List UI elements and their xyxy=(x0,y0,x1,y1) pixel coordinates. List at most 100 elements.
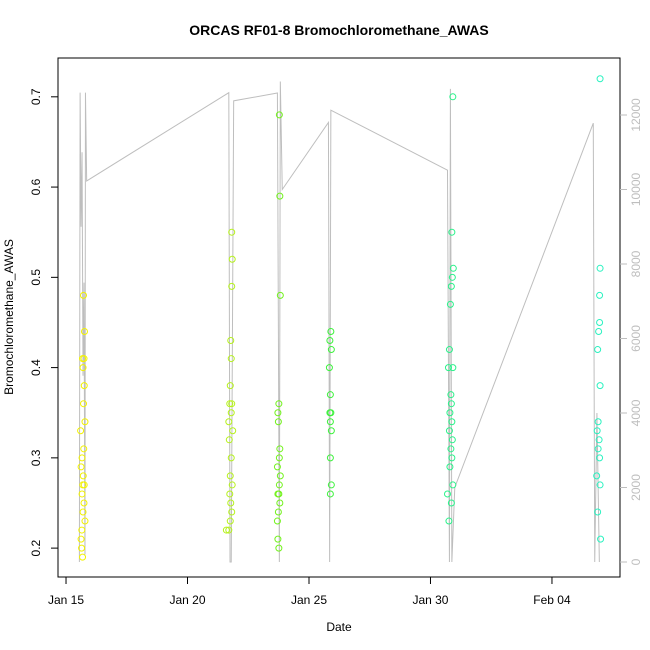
point xyxy=(80,291,88,299)
point xyxy=(449,93,457,101)
point xyxy=(78,526,86,534)
point xyxy=(447,499,455,507)
point xyxy=(222,526,230,534)
point xyxy=(446,300,454,308)
y-tick-label: 0.4 xyxy=(29,359,43,376)
y-tick-label: 0.2 xyxy=(29,539,43,556)
point xyxy=(593,427,601,435)
point xyxy=(596,481,604,489)
point xyxy=(595,327,603,335)
x-tick-label: Feb 04 xyxy=(533,593,571,607)
point xyxy=(448,436,456,444)
point xyxy=(275,111,283,119)
point xyxy=(80,400,88,408)
point xyxy=(274,535,282,543)
point xyxy=(80,481,88,489)
point xyxy=(326,337,334,345)
y2-tick-label: 2000 xyxy=(629,474,643,501)
point xyxy=(449,264,457,272)
point xyxy=(228,400,236,408)
point xyxy=(79,472,87,480)
y-tick-label: 0.5 xyxy=(29,269,43,286)
y2-tick-label: 8000 xyxy=(629,250,643,277)
point xyxy=(80,327,88,335)
point xyxy=(593,472,601,480)
chart-title: ORCAS RF01-8 Bromochloromethane_AWAS xyxy=(189,22,489,38)
y-tick-label: 0.6 xyxy=(29,178,43,195)
point xyxy=(446,463,454,471)
point xyxy=(596,454,604,462)
point xyxy=(274,418,282,426)
point xyxy=(78,544,86,552)
point xyxy=(226,400,234,408)
point xyxy=(273,463,281,471)
point xyxy=(226,517,234,525)
point xyxy=(443,490,451,498)
altitude-line xyxy=(78,81,600,563)
point xyxy=(80,382,88,390)
point xyxy=(228,481,236,489)
x-tick-label: Jan 15 xyxy=(48,593,84,607)
point xyxy=(596,75,604,83)
point xyxy=(80,445,88,453)
point xyxy=(274,409,282,417)
point xyxy=(81,517,89,525)
point xyxy=(227,337,235,345)
point xyxy=(227,454,235,462)
point xyxy=(445,427,453,435)
point xyxy=(227,355,235,363)
point xyxy=(595,436,603,444)
point xyxy=(325,364,333,372)
point xyxy=(327,346,335,354)
point xyxy=(79,364,87,372)
point xyxy=(79,508,87,516)
point xyxy=(225,436,233,444)
point xyxy=(326,418,334,426)
point xyxy=(228,508,236,516)
point xyxy=(449,481,457,489)
point xyxy=(228,282,236,290)
point xyxy=(326,391,334,399)
x-tick-label: Jan 20 xyxy=(169,593,205,607)
point xyxy=(594,418,602,426)
y2-tick-label: 10000 xyxy=(629,172,643,206)
point xyxy=(448,228,456,236)
point xyxy=(445,517,453,525)
x-axis-label: Date xyxy=(326,620,352,634)
point xyxy=(597,535,605,543)
point xyxy=(78,454,86,462)
point xyxy=(276,472,284,480)
point xyxy=(447,391,455,399)
point xyxy=(449,364,457,372)
point xyxy=(228,228,236,236)
y-tick-label: 0.7 xyxy=(29,88,43,105)
point xyxy=(447,282,455,290)
point xyxy=(327,481,335,489)
point xyxy=(226,382,234,390)
point xyxy=(447,400,455,408)
point xyxy=(226,490,234,498)
x-tick-label: Jan 25 xyxy=(291,593,327,607)
point xyxy=(81,418,89,426)
point xyxy=(77,463,85,471)
point xyxy=(594,346,602,354)
point xyxy=(77,427,85,435)
point xyxy=(448,454,456,462)
point xyxy=(77,535,85,543)
point xyxy=(447,445,455,453)
point xyxy=(227,499,235,507)
point xyxy=(448,273,456,281)
point xyxy=(326,490,334,498)
point xyxy=(79,553,87,561)
point xyxy=(596,318,604,326)
point xyxy=(225,418,233,426)
point xyxy=(594,508,602,516)
point xyxy=(596,291,604,299)
point xyxy=(225,526,233,534)
y-tick-label: 0.3 xyxy=(29,449,43,466)
point xyxy=(276,192,284,200)
point xyxy=(446,409,454,417)
point xyxy=(327,327,335,335)
point xyxy=(80,355,88,363)
